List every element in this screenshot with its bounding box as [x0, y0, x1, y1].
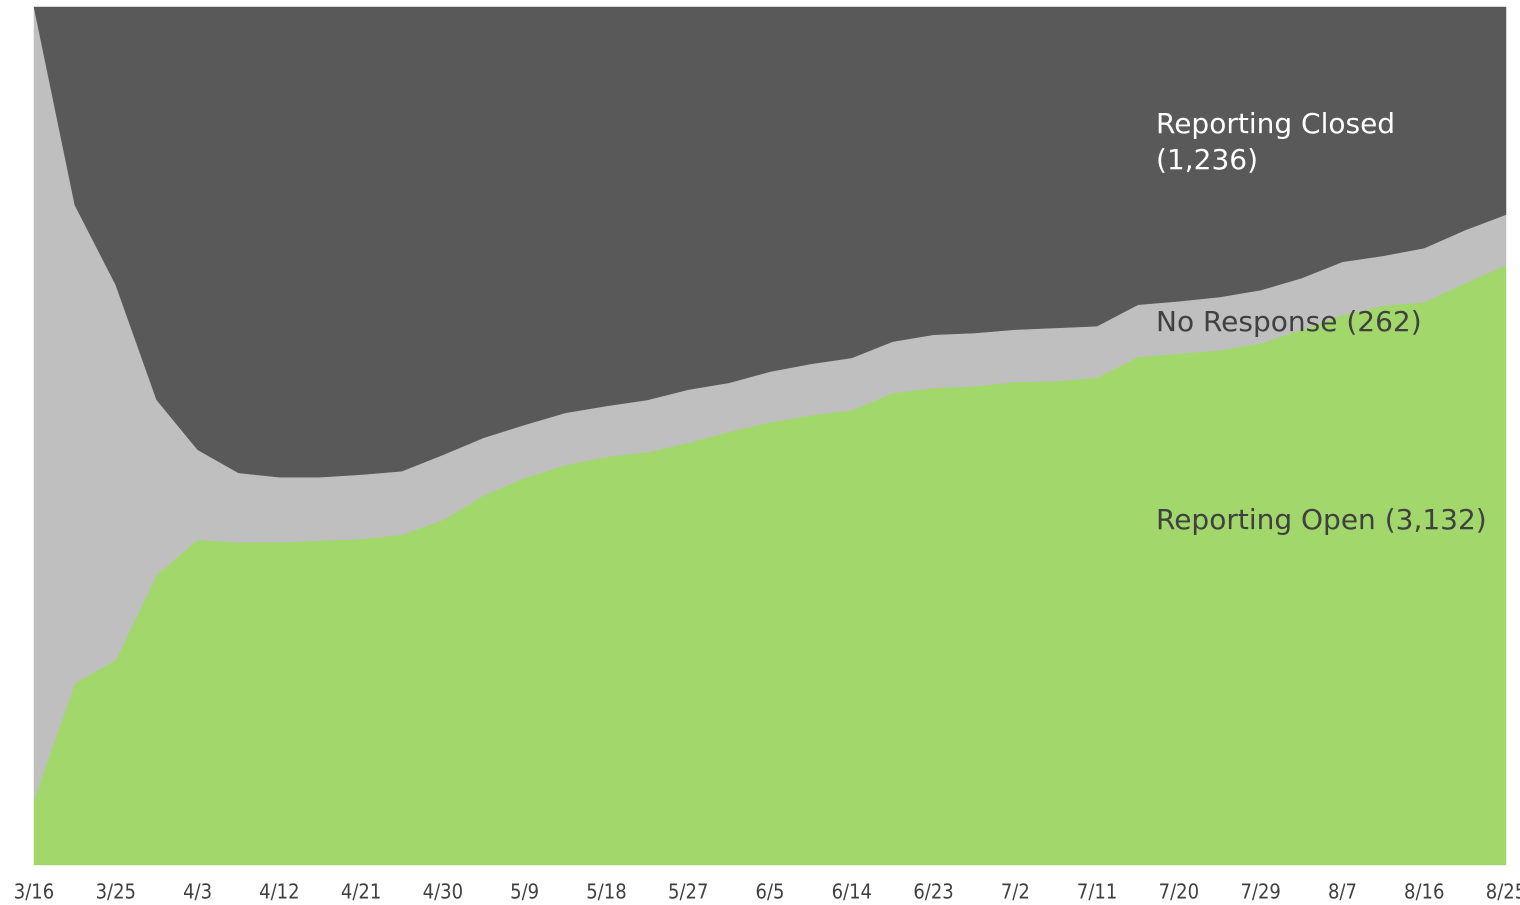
x-tick-label: 7/29 — [1240, 880, 1280, 904]
x-tick-label: 4/21 — [341, 880, 381, 904]
x-tick-label: 8/25 — [1486, 880, 1520, 904]
x-tick-label: 6/23 — [913, 880, 953, 904]
series-label: Reporting Open (3,132) — [1156, 503, 1487, 536]
x-tick-label: 4/12 — [259, 880, 299, 904]
series-label: No Response (262) — [1156, 305, 1422, 338]
area — [33, 6, 1507, 478]
x-tick-label: 7/11 — [1077, 880, 1117, 904]
x-tick-label: 6/14 — [832, 880, 872, 904]
series-label: Reporting Closed — [1156, 107, 1395, 140]
x-tick-label: 4/3 — [183, 880, 212, 904]
x-tick-label: 4/30 — [423, 880, 463, 904]
x-tick-label: 5/27 — [668, 880, 708, 904]
x-tick-label: 7/2 — [1001, 880, 1030, 904]
x-tick-label: 5/18 — [586, 880, 626, 904]
x-tick-label: 6/5 — [756, 880, 785, 904]
series-label: (1,236) — [1156, 143, 1258, 176]
x-tick-label: 7/20 — [1159, 880, 1199, 904]
x-tick-label: 5/9 — [510, 880, 539, 904]
x-tick-label: 3/16 — [14, 880, 54, 904]
x-tick-label: 8/7 — [1328, 880, 1357, 904]
x-tick-label: 8/16 — [1404, 880, 1444, 904]
x-tick-label: 3/25 — [96, 880, 136, 904]
